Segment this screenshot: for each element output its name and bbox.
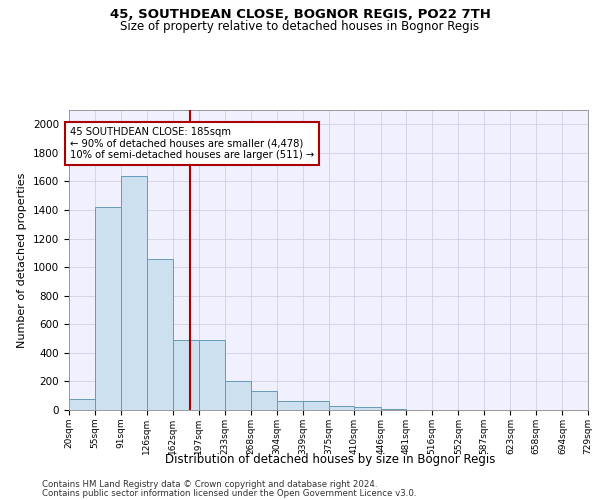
Bar — [251, 392, 277, 410]
Text: 45, SOUTHDEAN CLOSE, BOGNOR REGIS, PO22 7TH: 45, SOUTHDEAN CLOSE, BOGNOR REGIS, PO22 … — [110, 8, 490, 20]
Bar — [199, 340, 225, 410]
Bar — [329, 406, 355, 410]
Bar — [121, 176, 146, 410]
Text: Distribution of detached houses by size in Bognor Regis: Distribution of detached houses by size … — [165, 452, 495, 466]
Text: 45 SOUTHDEAN CLOSE: 185sqm
← 90% of detached houses are smaller (4,478)
10% of s: 45 SOUTHDEAN CLOSE: 185sqm ← 90% of deta… — [70, 127, 314, 160]
Bar — [225, 382, 251, 410]
Bar — [146, 258, 173, 410]
Bar — [355, 407, 381, 410]
Text: Size of property relative to detached houses in Bognor Regis: Size of property relative to detached ho… — [121, 20, 479, 33]
Bar — [95, 207, 121, 410]
Bar — [69, 398, 95, 410]
Bar — [173, 340, 199, 410]
Text: Contains HM Land Registry data © Crown copyright and database right 2024.: Contains HM Land Registry data © Crown c… — [42, 480, 377, 489]
Y-axis label: Number of detached properties: Number of detached properties — [17, 172, 28, 348]
Bar — [302, 402, 329, 410]
Text: Contains public sector information licensed under the Open Government Licence v3: Contains public sector information licen… — [42, 489, 416, 498]
Bar — [277, 402, 302, 410]
